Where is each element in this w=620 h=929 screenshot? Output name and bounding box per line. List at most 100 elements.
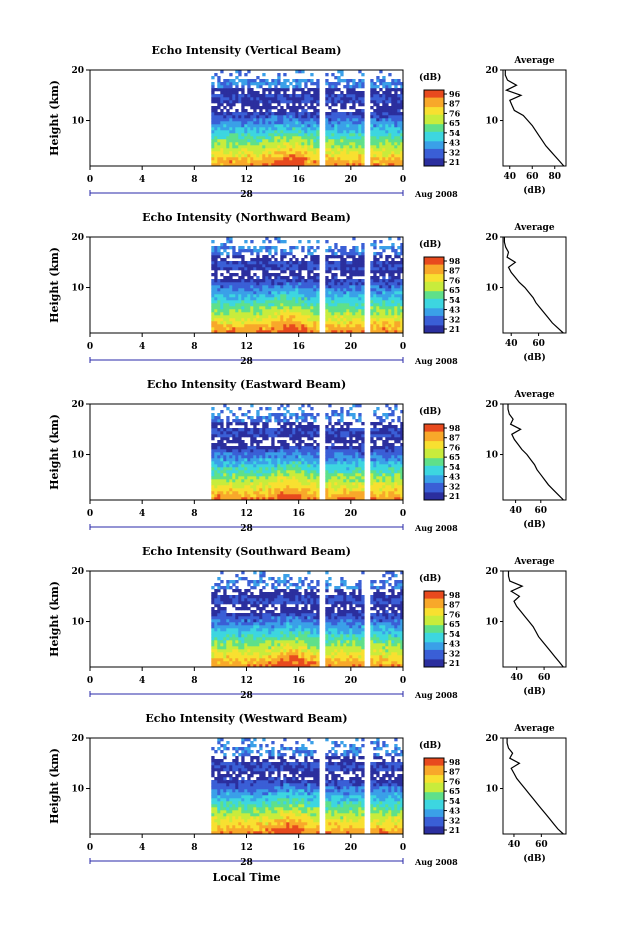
heatmap-cell — [295, 94, 299, 98]
heatmap-cell — [220, 97, 224, 101]
heatmap-cell — [382, 327, 386, 331]
heatmap-cell — [253, 431, 257, 435]
heatmap-cell — [391, 270, 395, 274]
heatmap-cell — [310, 407, 314, 411]
heatmap-cell — [343, 303, 347, 307]
heatmap-cell — [280, 488, 284, 492]
heatmap-cell — [352, 458, 356, 462]
heatmap-cell — [349, 407, 353, 411]
heatmap-cell — [352, 136, 356, 140]
y-axis-label: Height (km) — [48, 247, 61, 323]
heatmap-cell — [262, 112, 266, 116]
heatmap-cell — [211, 428, 215, 432]
heatmap-cell — [385, 431, 389, 435]
heatmap-cell — [283, 494, 287, 498]
heatmap-cell — [331, 461, 335, 465]
heatmap-cell — [295, 85, 299, 89]
heatmap-cell — [283, 118, 287, 122]
heatmap-cell — [337, 285, 341, 289]
profile-x-tick-label: 60 — [532, 339, 545, 349]
heatmap-cell — [358, 306, 362, 310]
heatmap-cell — [220, 291, 224, 295]
heatmap-cell — [211, 145, 215, 149]
heatmap-cell — [340, 473, 344, 477]
heatmap-cell — [256, 255, 260, 259]
heatmap-cell — [280, 470, 284, 474]
heatmap-cell — [226, 437, 230, 441]
heatmap-cell — [241, 318, 245, 322]
heatmap-cell — [307, 324, 311, 328]
heatmap-cell — [331, 88, 335, 92]
heatmap-cell — [247, 267, 251, 271]
heatmap-cell — [211, 112, 215, 116]
heatmap-cell — [298, 407, 302, 411]
heatmap-cell — [328, 124, 332, 128]
heatmap-cell — [385, 88, 389, 92]
heatmap-cell — [358, 452, 362, 456]
heatmap-cell — [355, 282, 359, 286]
heatmap-cell — [259, 416, 263, 420]
heatmap-cell — [373, 479, 377, 483]
heatmap-cell — [295, 124, 299, 128]
heatmap-cell — [358, 279, 362, 283]
heatmap-cell — [337, 422, 341, 426]
heatmap-cell — [310, 491, 314, 495]
heatmap-cell — [271, 121, 275, 125]
heatmap-cell — [295, 315, 299, 319]
heatmap-cell — [397, 124, 401, 128]
heatmap-cell — [235, 288, 239, 292]
heatmap-cell — [286, 452, 290, 456]
heatmap-cell — [325, 440, 329, 444]
heatmap-cell — [214, 443, 218, 447]
heatmap-cell — [277, 330, 281, 334]
heatmap-cell — [238, 312, 242, 316]
heatmap-cell — [382, 431, 386, 435]
heatmap-cell — [247, 494, 251, 498]
heatmap-cell — [343, 330, 347, 334]
heatmap-cell — [331, 413, 335, 417]
heatmap-cell — [214, 309, 218, 313]
heatmap-cell — [343, 461, 347, 465]
heatmap-cell — [259, 136, 263, 140]
heatmap-cell — [274, 118, 278, 122]
heatmap-cell — [223, 306, 227, 310]
heatmap-cell — [352, 327, 356, 331]
heatmap-cell — [328, 479, 332, 483]
heatmap-cell — [331, 121, 335, 125]
heatmap-cell — [220, 482, 224, 486]
heatmap-cell — [337, 461, 341, 465]
heatmap-cell — [394, 285, 398, 289]
heatmap-cell — [379, 303, 383, 307]
heatmap-cell — [337, 145, 341, 149]
heatmap-cell — [229, 282, 233, 286]
heatmap-cell — [379, 270, 383, 274]
heatmap-cell — [250, 306, 254, 310]
heatmap-cell — [295, 276, 299, 280]
heatmap-cell — [346, 145, 350, 149]
heatmap-cell — [343, 491, 347, 495]
heatmap-cell — [214, 467, 218, 471]
heatmap-cell — [334, 85, 338, 89]
heatmap-cell — [397, 464, 401, 468]
heatmap-cell — [382, 470, 386, 474]
heatmap-cell — [346, 148, 350, 152]
heatmap-cell — [238, 255, 242, 259]
heatmap-cell — [370, 488, 374, 492]
heatmap-cell — [226, 449, 230, 453]
heatmap-cell — [343, 285, 347, 289]
heatmap-cell — [394, 482, 398, 486]
heatmap-cell — [271, 151, 275, 155]
heatmap-cell — [289, 488, 293, 492]
heatmap-cell — [316, 428, 320, 432]
heatmap-cell — [361, 434, 365, 438]
heatmap-cell — [223, 121, 227, 125]
heatmap-cell — [385, 246, 389, 250]
heatmap-cell — [334, 455, 338, 459]
heatmap-cell — [283, 160, 287, 164]
heatmap-cell — [346, 306, 350, 310]
heatmap-cell — [382, 309, 386, 313]
heatmap-cell — [229, 470, 233, 474]
heatmap-cell — [304, 428, 308, 432]
colorbar-step — [424, 156, 444, 159]
heatmap-cell — [337, 151, 341, 155]
